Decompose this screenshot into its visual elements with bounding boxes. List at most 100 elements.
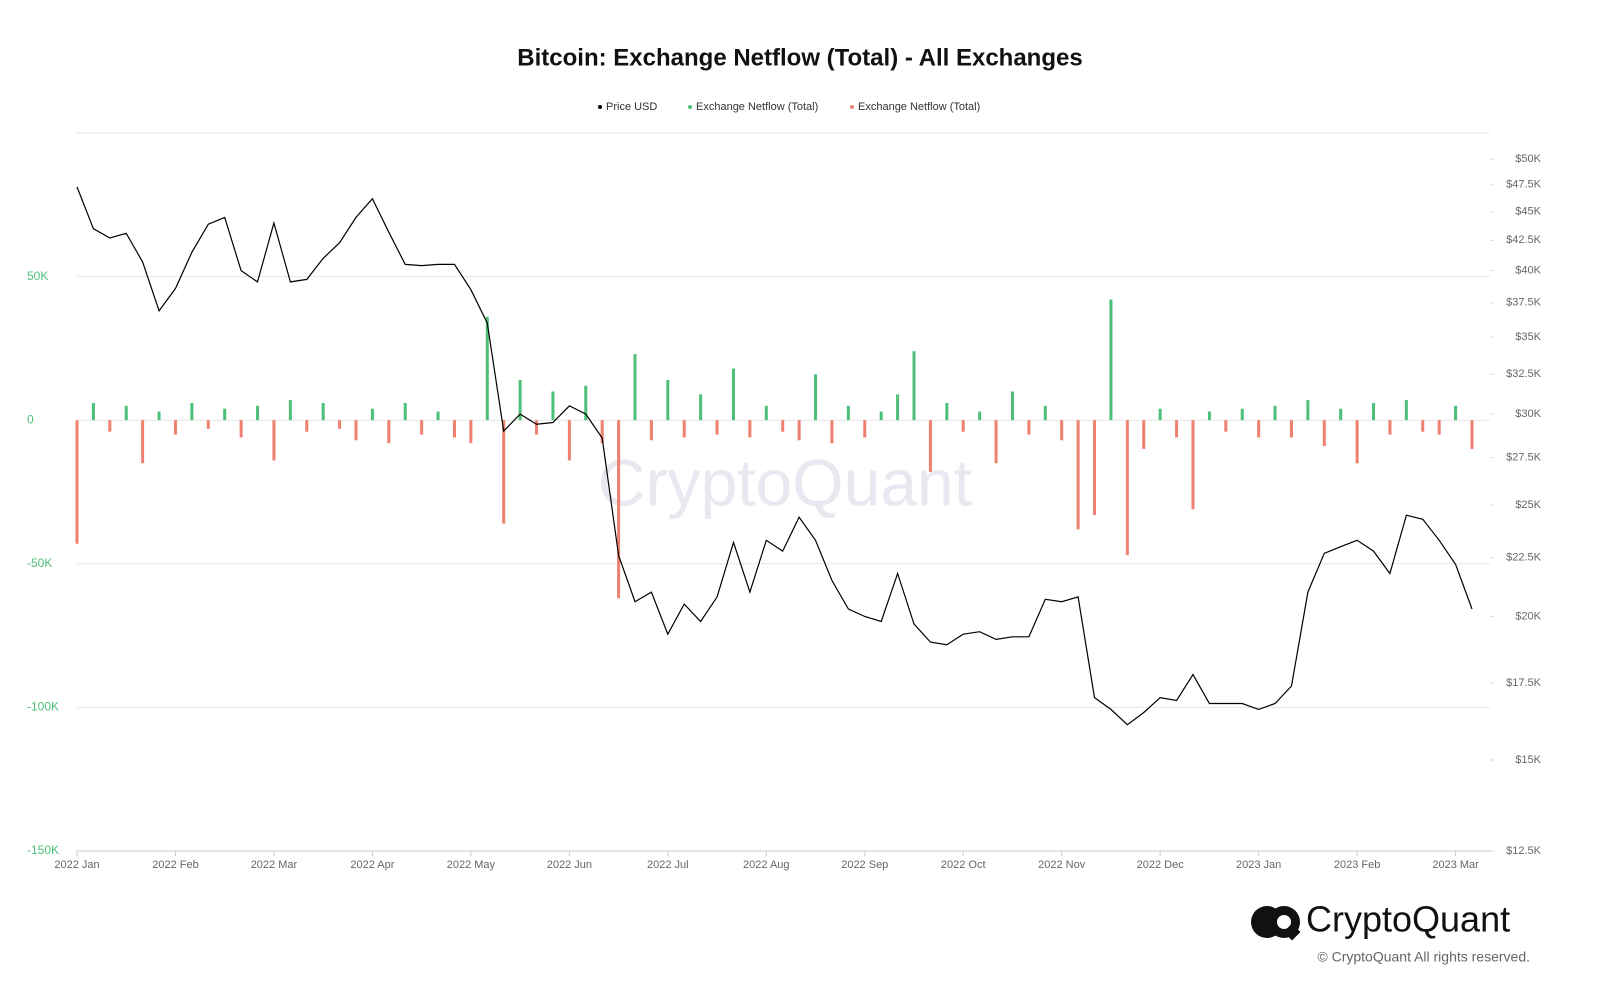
netflow-bar: [879, 411, 883, 421]
watermark: CryptoQuant: [598, 445, 972, 519]
netflow-bar: [682, 420, 686, 438]
x-tick-label: 2023 Jan: [1236, 859, 1281, 871]
netflow-bar: [256, 405, 260, 421]
netflow-bar: [1404, 400, 1408, 421]
netflow-bar: [567, 420, 571, 461]
legend-marker: [850, 105, 854, 109]
y-tick-label: -50K: [27, 556, 52, 570]
netflow-bar: [518, 379, 522, 421]
netflow-bar: [928, 420, 932, 472]
netflow-bar: [764, 405, 768, 421]
legend-label: Price USD: [606, 101, 657, 113]
netflow-bar: [978, 411, 982, 421]
netflow-bar: [452, 420, 456, 438]
netflow-bar: [535, 420, 539, 435]
y2-tick-label: $17.5K: [1506, 677, 1542, 689]
netflow-bar: [1158, 408, 1162, 421]
y2-tick-label: $22.5K: [1506, 552, 1542, 564]
netflow-bar: [1142, 420, 1146, 449]
netflow-bar: [1306, 400, 1310, 421]
brand-name: CryptoQuant: [1306, 899, 1510, 940]
netflow-bar: [1010, 391, 1014, 421]
netflow-bar: [896, 394, 900, 421]
netflow-bar: [945, 402, 949, 421]
y2-tick-label: $20K: [1515, 610, 1541, 622]
x-tick-label: 2022 Apr: [350, 859, 394, 871]
netflow-bar: [338, 420, 342, 429]
netflow-bar: [173, 420, 177, 435]
netflow-bar: [239, 420, 243, 438]
netflow-bar: [1322, 420, 1326, 447]
netflow-bar: [354, 420, 358, 441]
x-tick-label: 2022 Aug: [743, 859, 790, 871]
netflow-bar: [961, 420, 965, 432]
x-tick-label: 2022 Jul: [647, 859, 689, 871]
x-tick-label: 2023 Mar: [1432, 859, 1479, 871]
netflow-bar: [814, 374, 818, 421]
x-tick-label: 2022 Feb: [152, 859, 198, 871]
netflow-bar: [1273, 405, 1277, 421]
y2-tick-label: $50K: [1515, 153, 1541, 165]
y-tick-label: 50K: [27, 269, 48, 283]
netflow-bar: [75, 420, 79, 544]
netflow-bar: [1093, 420, 1097, 515]
netflow-bar: [141, 420, 145, 464]
netflow-bar: [223, 408, 227, 421]
y2-tick-label: $25K: [1515, 499, 1541, 511]
y2-tick-label: $37.5K: [1506, 297, 1542, 309]
x-tick-label: 2022 Jun: [547, 859, 592, 871]
y-tick-label: -150K: [27, 843, 59, 857]
netflow-bar: [1437, 420, 1441, 435]
legend-label: Exchange Netflow (Total): [696, 101, 818, 113]
x-tick-label: 2022 Dec: [1137, 859, 1185, 871]
netflow-bar: [1109, 299, 1113, 421]
netflow-bar: [699, 394, 703, 421]
netflow-bar: [321, 402, 325, 421]
legend-label: Exchange Netflow (Total): [858, 101, 980, 113]
x-tick-label: 2022 Oct: [941, 859, 986, 871]
y-tick-label: 0: [27, 412, 34, 426]
netflow-bar: [1470, 420, 1474, 449]
netflow-bar: [1240, 408, 1244, 421]
y2-tick-label: $32.5K: [1506, 368, 1542, 380]
netflow-bar: [666, 379, 670, 421]
netflow-bar: [1125, 420, 1129, 556]
x-tick-label: 2022 Mar: [251, 859, 298, 871]
netflow-bar: [420, 420, 424, 435]
netflow-bar: [157, 411, 161, 421]
netflow-bar: [1372, 402, 1376, 421]
y-tick-label: -100K: [27, 700, 59, 714]
netflow-bar: [715, 420, 719, 435]
netflow-bar: [584, 385, 588, 421]
netflow-bar: [633, 354, 637, 421]
netflow-bar: [1043, 405, 1047, 421]
y2-tick-label: $12.5K: [1506, 845, 1542, 857]
netflow-bar: [1355, 420, 1359, 464]
netflow-bar: [748, 420, 752, 438]
netflow-bar: [1224, 420, 1228, 432]
brand-logo: [1251, 906, 1301, 941]
copyright: © CryptoQuant All rights reserved.: [1317, 949, 1530, 965]
netflow-bar: [781, 420, 785, 432]
netflow-bar: [190, 402, 194, 421]
netflow-bar: [206, 420, 210, 429]
y2-tick-label: $30K: [1515, 408, 1541, 420]
netflow-bar: [108, 420, 112, 432]
netflow-bar: [1454, 405, 1458, 421]
netflow-bar: [731, 368, 735, 421]
y2-tick-label: $15K: [1515, 754, 1541, 766]
x-tick-label: 2023 Feb: [1334, 859, 1380, 871]
netflow-bar: [1257, 420, 1261, 438]
chart-title: Bitcoin: Exchange Netflow (Total) - All …: [517, 44, 1082, 71]
netflow-bar: [485, 316, 489, 421]
netflow-bar: [502, 420, 506, 524]
netflow-bar: [912, 351, 916, 421]
netflow-bar: [387, 420, 391, 444]
netflow-bar: [1289, 420, 1293, 438]
y2-tick-label: $42.5K: [1506, 234, 1542, 246]
netflow-bar: [551, 391, 555, 421]
legend-marker: [688, 105, 692, 109]
netflow-bar: [649, 420, 653, 441]
x-tick-label: 2022 May: [447, 859, 496, 871]
